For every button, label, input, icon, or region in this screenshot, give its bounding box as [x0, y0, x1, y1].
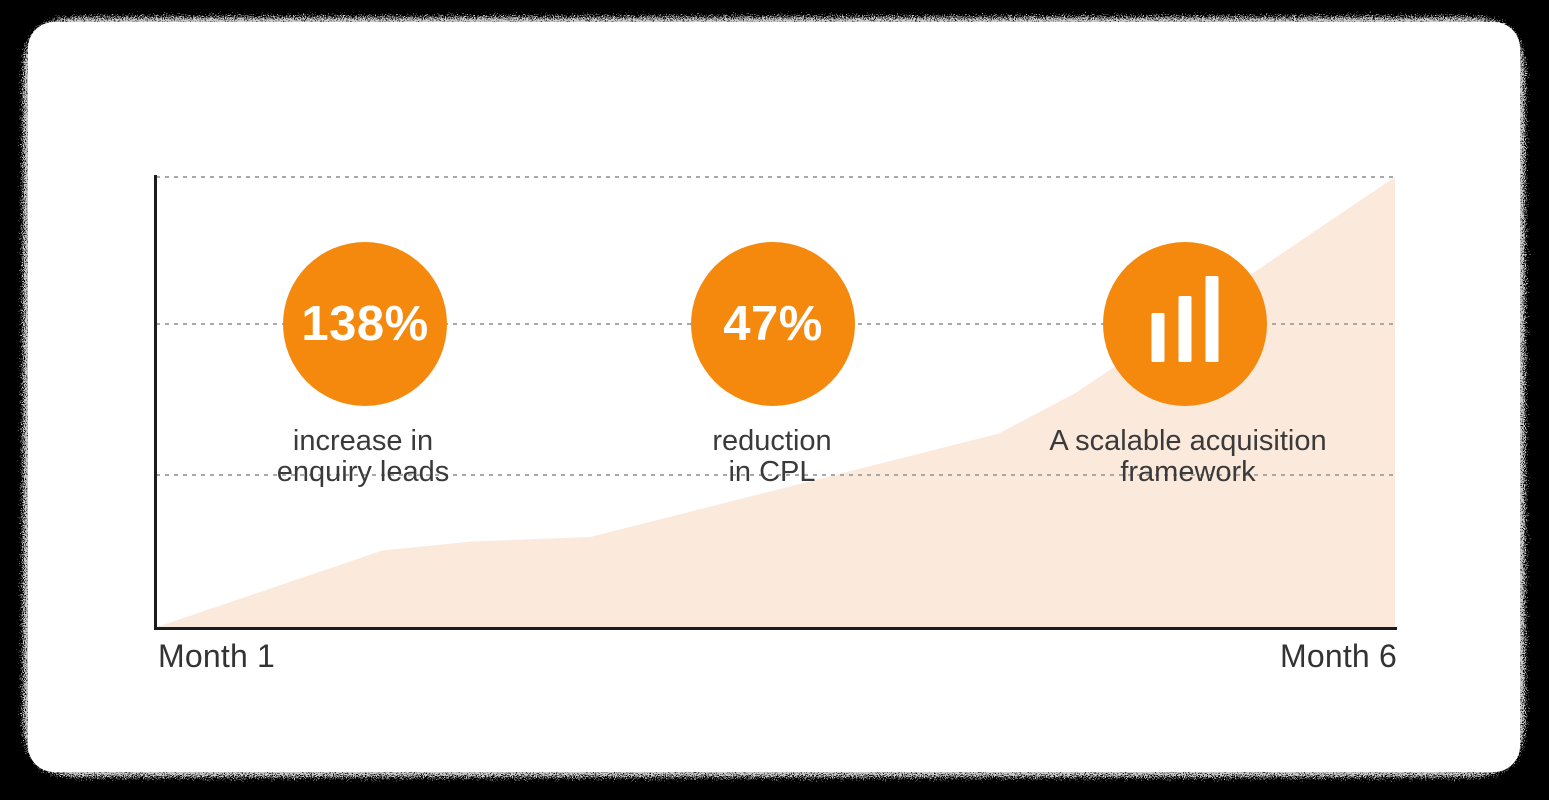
metric-label-line: framework [1120, 456, 1256, 488]
bar-chart-icon [1151, 276, 1219, 362]
x-label-month-1: Month 1 [158, 638, 276, 674]
x-label-month-6: Month 6 [1279, 638, 1397, 674]
area-fill-svg [157, 177, 1395, 627]
metric-label-enquiry-leads: increase in enquiry leads [143, 426, 583, 488]
bar-chart-icon-bar [1205, 276, 1219, 362]
metric-label-framework: A scalable acquisition framework [968, 426, 1408, 488]
bar-chart-icon-bar [1151, 313, 1165, 362]
area-fill-polygon [157, 177, 1395, 627]
bar-chart-icon-bar [1178, 296, 1192, 362]
metric-bubble-cpl: 47% [691, 242, 855, 406]
metric-bubble-enquiry-leads: 138% [283, 242, 447, 406]
metric-value: 138% [301, 297, 429, 351]
metric-label-line: enquiry leads [276, 456, 450, 488]
metric-value: 47% [723, 297, 823, 351]
gridline-bottom [156, 474, 1396, 476]
metric-label-cpl: reduction in CPL [552, 426, 992, 488]
metric-label-line: increase in [292, 425, 434, 457]
metric-label-line: reduction [712, 425, 832, 457]
metric-bubble-framework [1103, 242, 1267, 406]
card: Month 1 Month 6 138% increase in enquiry… [28, 22, 1520, 772]
gridline-top [156, 176, 1396, 178]
metric-label-line: in CPL [728, 456, 816, 488]
metric-label-line: A scalable acquisition [1049, 425, 1327, 457]
y-axis-line [154, 175, 157, 630]
x-axis-line [154, 627, 1397, 630]
